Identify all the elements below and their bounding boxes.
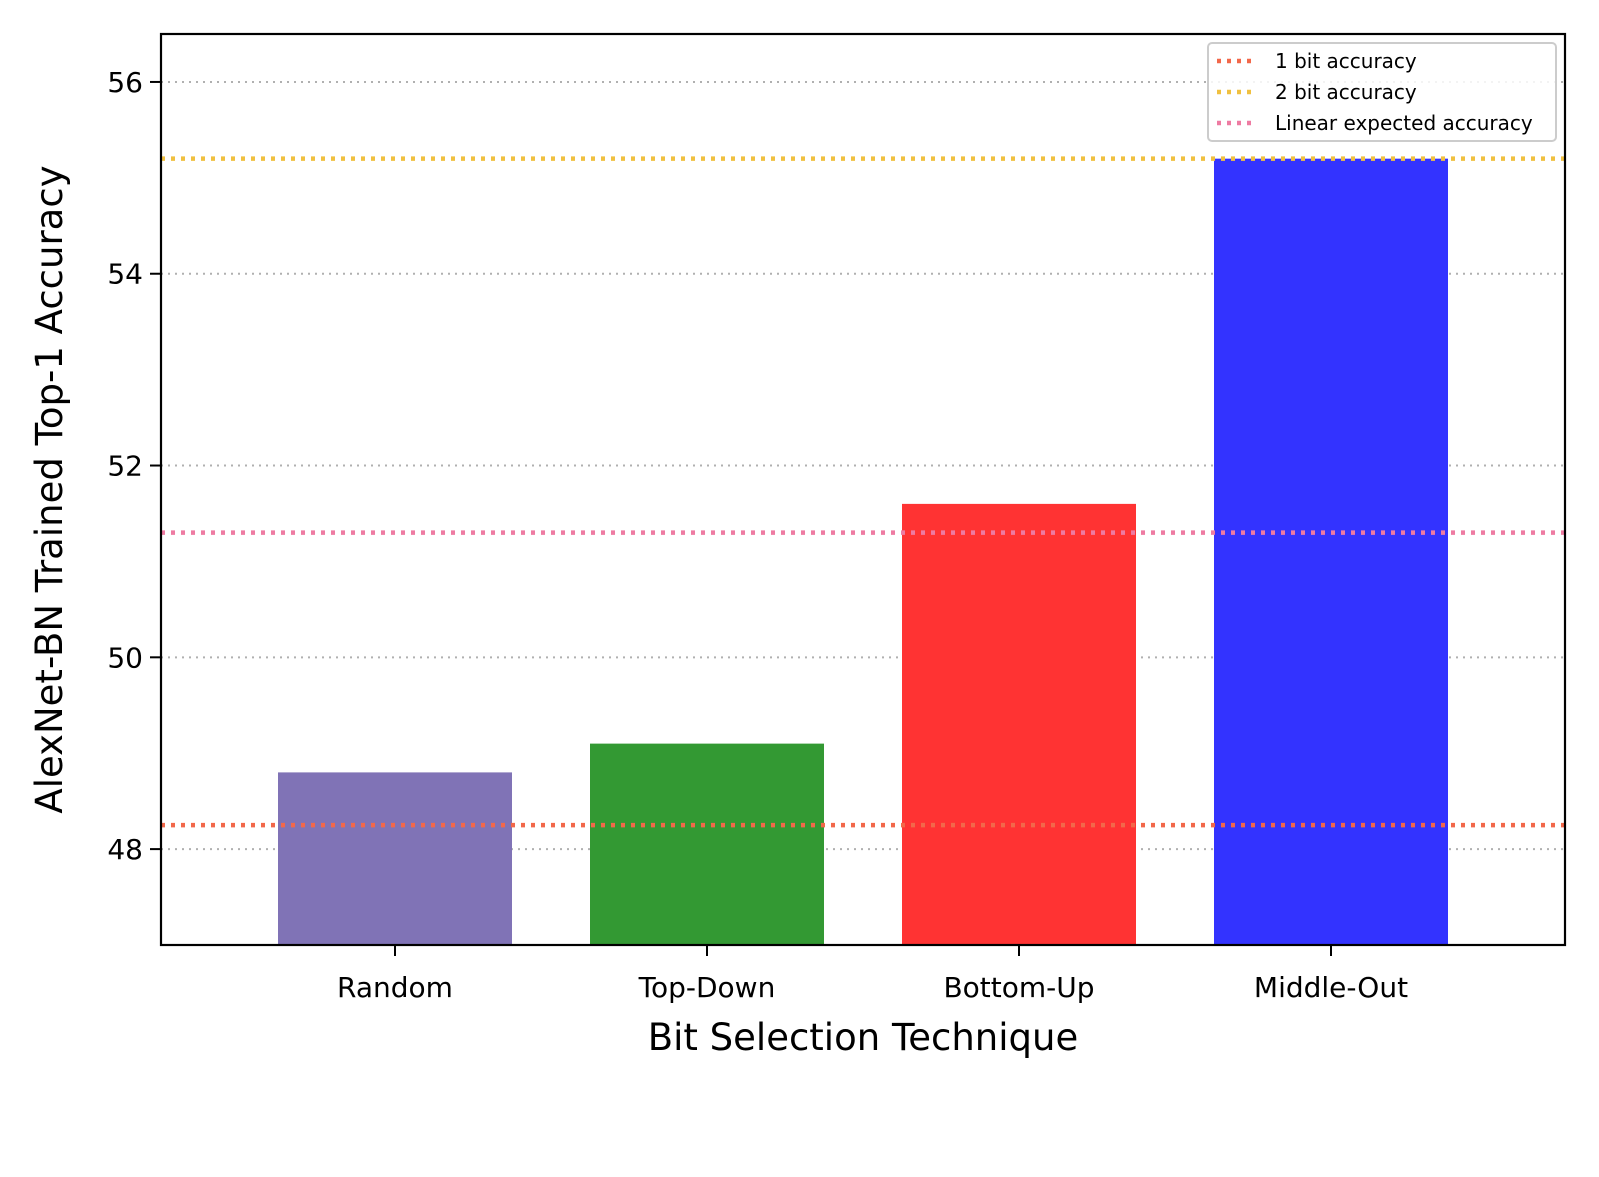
bar-random [278,772,512,945]
y-tick-label: 56 [107,66,143,99]
y-tick-label: 54 [107,258,143,291]
y-axis-label: AlexNet-BN Trained Top-1 Accuracy [28,165,71,813]
x-tick-label: Bottom-Up [943,971,1094,1004]
legend-label: Linear expected accuracy [1275,111,1533,135]
x-axis-label: Bit Selection Technique [648,1016,1079,1059]
x-tick-label: Top-Down [638,971,776,1004]
legend: 1 bit accuracy 2 bit accuracy Linear expec… [1207,42,1557,142]
x-tick-label: Random [337,971,453,1004]
reference-lines [161,156,1565,828]
bar-middle-out [1214,158,1448,946]
legend-label: 1 bit accuracy [1275,49,1417,73]
bar-bottom-up [902,503,1136,945]
legend-box [1207,42,1557,142]
x-axis-ticks: Random Top-Down Bottom-Up Middle-Out [337,945,1408,1004]
legend-label: 2 bit accuracy [1275,80,1417,104]
y-tick-label: 52 [107,450,143,483]
y-tick-label: 50 [107,641,143,674]
x-tick-label: Middle-Out [1254,971,1408,1004]
y-axis-ticks: 48 50 52 54 56 [107,66,161,866]
bars [278,158,1448,946]
bar-top-down [590,743,824,945]
legend-items: 1 bit accuracy 2 bit accuracy Linear expec… [1217,49,1533,135]
y-tick-label: 48 [107,833,143,866]
plot-area-frame [159,32,1567,947]
